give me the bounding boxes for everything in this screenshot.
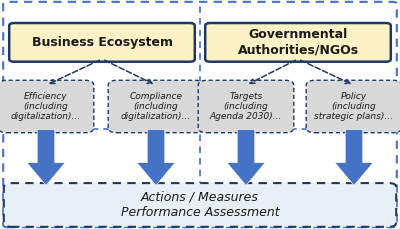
Polygon shape	[27, 129, 65, 185]
FancyBboxPatch shape	[205, 23, 391, 62]
Text: Actions / Measures
Performance Assessment: Actions / Measures Performance Assessmen…	[121, 191, 279, 219]
Polygon shape	[227, 129, 265, 185]
Text: Efficiency
(including
digitalization)...: Efficiency (including digitalization)...	[11, 92, 81, 121]
FancyBboxPatch shape	[108, 80, 204, 133]
Text: Compliance
(including
digitalization)...: Compliance (including digitalization)...	[121, 92, 191, 121]
Text: Business Ecosystem: Business Ecosystem	[32, 36, 172, 49]
FancyBboxPatch shape	[306, 80, 400, 133]
Text: Governmental
Authorities/NGOs: Governmental Authorities/NGOs	[238, 28, 358, 56]
FancyBboxPatch shape	[4, 183, 396, 227]
Polygon shape	[137, 129, 175, 185]
Polygon shape	[335, 129, 373, 185]
Text: Targets
(including
Agenda 2030)...: Targets (including Agenda 2030)...	[210, 92, 282, 121]
FancyBboxPatch shape	[198, 80, 294, 133]
Text: Policy
(including
strategic plans)...: Policy (including strategic plans)...	[314, 92, 394, 121]
FancyBboxPatch shape	[0, 80, 94, 133]
FancyBboxPatch shape	[9, 23, 195, 62]
